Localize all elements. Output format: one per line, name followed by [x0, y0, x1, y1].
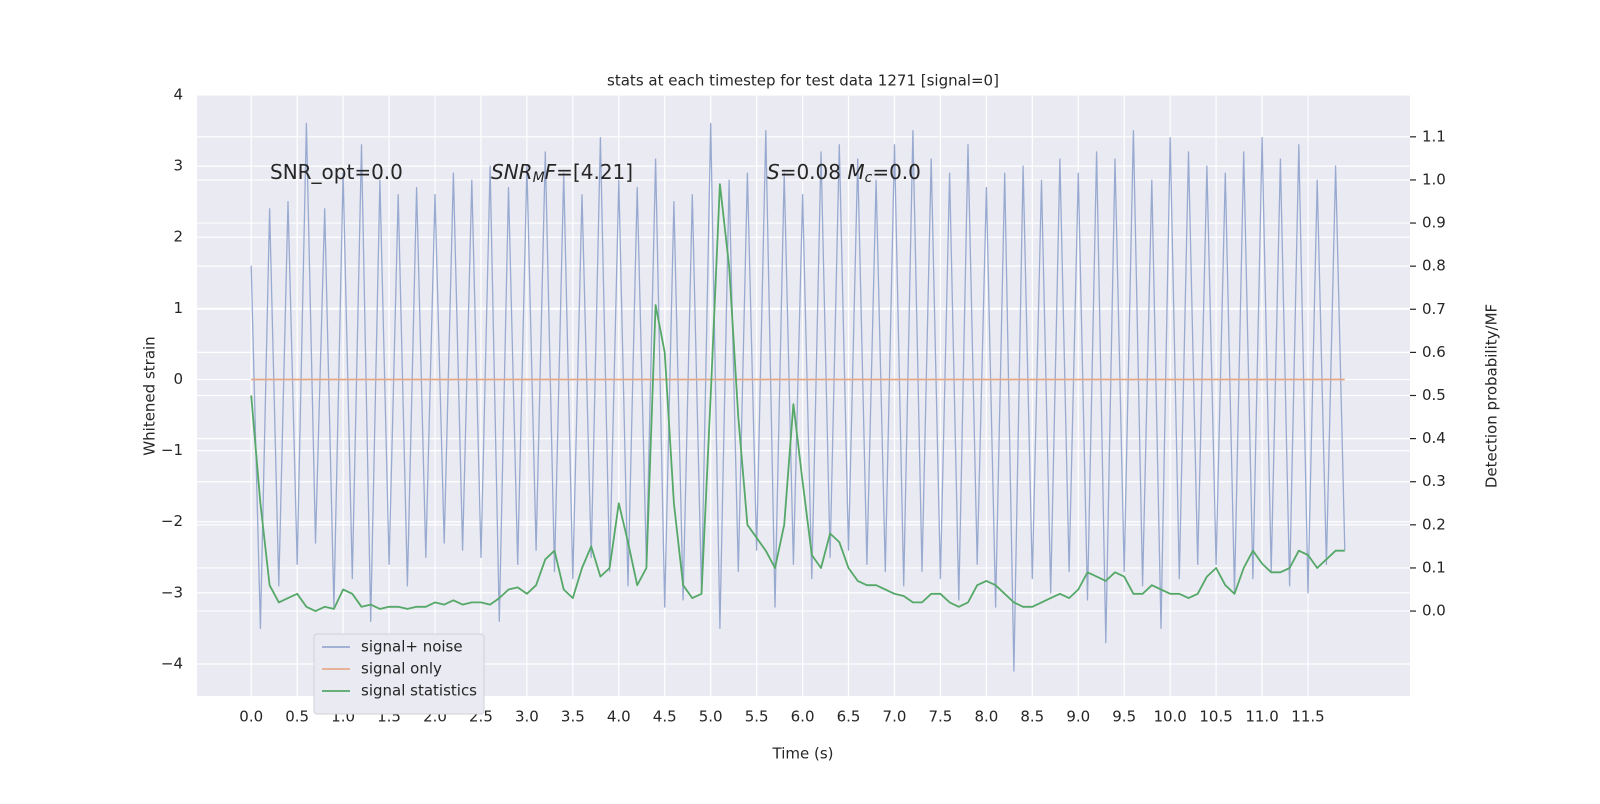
y2-tick-label: 0.5 — [1422, 386, 1446, 404]
x-tick-label: 7.0 — [883, 708, 907, 726]
x-tick-label: 5.0 — [699, 708, 723, 726]
x-tick-label: 8.0 — [974, 708, 998, 726]
x-tick-label: 10.5 — [1199, 708, 1232, 726]
y2-tick-label: 0.7 — [1422, 300, 1446, 318]
x-tick-label: 4.0 — [607, 708, 631, 726]
y2-tick-label: 0.0 — [1422, 602, 1446, 620]
annotation-part: M — [533, 170, 545, 186]
y-tick-label: −2 — [161, 512, 183, 530]
y2-tick-label: 0.1 — [1422, 558, 1446, 576]
x-tick-label: 11.5 — [1291, 708, 1324, 726]
chart-title: stats at each timestep for test data 127… — [607, 72, 999, 90]
y-axis-label: Whitened strain — [141, 336, 159, 455]
legend-label: signal only — [361, 660, 442, 678]
annotation-part: S — [767, 160, 780, 184]
y2-tick-label: 0.6 — [1422, 343, 1446, 361]
x-tick-label: 9.5 — [1112, 708, 1136, 726]
legend-label: signal+ noise — [361, 638, 463, 656]
y2-tick-label: 0.8 — [1422, 257, 1446, 275]
annotation-part: =[4.21] — [556, 160, 633, 184]
x-tick-label: 5.5 — [745, 708, 769, 726]
series-line — [250, 183, 1345, 612]
x-tick-label: 6.0 — [791, 708, 815, 726]
annotation-part: F — [545, 160, 557, 184]
annotation-part: SNR — [491, 160, 533, 184]
x-axis-label: Time (s) — [772, 745, 834, 763]
annotation: SNR_opt=0.0 — [270, 160, 403, 184]
x-tick-label: 0.5 — [285, 708, 309, 726]
annotation: SNRMF=[4.21] — [491, 160, 633, 187]
y-tick-label: 4 — [173, 86, 183, 104]
x-tick-label: 11.0 — [1245, 708, 1278, 726]
y2-tick-label: 1.0 — [1422, 170, 1446, 188]
y2-tick-label: 0.4 — [1422, 429, 1446, 447]
x-tick-label: 7.5 — [928, 708, 952, 726]
y2-tick-label: 0.3 — [1422, 472, 1446, 490]
x-tick-label: 8.5 — [1020, 708, 1044, 726]
x-tick-label: 4.5 — [653, 708, 677, 726]
y-tick-label: −1 — [161, 441, 183, 459]
x-tick-label: 10.0 — [1153, 708, 1186, 726]
annotation-part: =0.08 — [780, 160, 848, 184]
y2-tick-label: 1.1 — [1422, 127, 1446, 145]
annotation-part: SNR_opt=0.0 — [270, 160, 403, 184]
x-tick-label: 3.0 — [515, 708, 539, 726]
y2-axis-label: Detection probability/MF — [1483, 304, 1501, 488]
legend-label: signal statistics — [361, 682, 477, 700]
x-tick-label: 3.5 — [561, 708, 585, 726]
annotation-part: F=[4.21] — [545, 160, 633, 184]
x-tick-label: 0.0 — [239, 708, 263, 726]
annotation-part: c — [865, 170, 873, 186]
legend-box — [313, 633, 485, 715]
y-tick-label: −3 — [161, 583, 183, 601]
annotation-part: M — [847, 160, 864, 184]
y2-tick-label: 0.2 — [1422, 515, 1446, 533]
annotation-part: =0.0 — [872, 160, 921, 184]
y-tick-label: −4 — [161, 654, 183, 672]
y-tick-label: 0 — [173, 370, 183, 388]
annotation: S=0.08 Mc=0.0 — [767, 160, 921, 187]
y-tick-label: 2 — [173, 228, 183, 246]
y2-tick-label: 0.9 — [1422, 214, 1446, 232]
x-tick-label: 6.5 — [837, 708, 861, 726]
x-tick-label: 9.0 — [1066, 708, 1090, 726]
y-tick-label: 1 — [173, 299, 183, 317]
y-tick-label: 3 — [173, 157, 183, 175]
